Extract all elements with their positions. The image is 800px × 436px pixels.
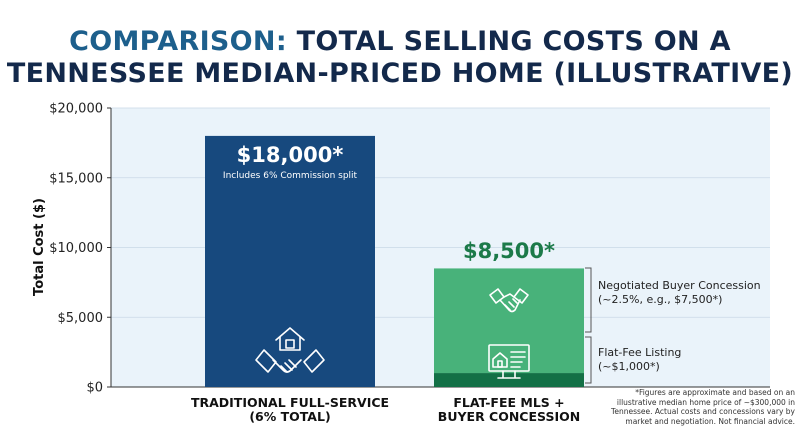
computer-listing-icon bbox=[488, 344, 530, 379]
title-line-2: TENNESSEE MEDIAN-PRICED HOME (ILLUSTRATI… bbox=[6, 58, 794, 89]
bar-traditional bbox=[205, 135, 375, 387]
footnote: *Figures are approximate and based on an… bbox=[590, 388, 795, 426]
y-tick-label: $0 bbox=[86, 381, 103, 396]
flatfee-bracket bbox=[585, 336, 592, 384]
footnote-line: *Figures are approximate and based on an bbox=[635, 388, 795, 397]
traditional-sublabel: Includes 6% Commission split bbox=[223, 171, 358, 181]
bar-flatfee bbox=[434, 373, 584, 387]
chart-title: COMPARISON: TOTAL SELLING COSTS ON A TEN… bbox=[0, 26, 800, 90]
title-accent: COMPARISON: bbox=[69, 26, 287, 57]
title-line-1-rest: TOTAL SELLING COSTS ON A bbox=[296, 26, 731, 57]
flatfee-label-line-1: Flat-Fee Listing bbox=[598, 346, 681, 359]
category-label-traditional-line-1: TRADITIONAL FULL-SERVICE bbox=[191, 395, 389, 410]
footnote-line: market and negotiation. Not financial ad… bbox=[625, 416, 795, 426]
category-label-flatfee-line-1: FLAT-FEE MLS + bbox=[453, 395, 564, 410]
y-tick-label: $15,000 bbox=[49, 171, 103, 186]
y-axis-label: Total Cost ($) bbox=[32, 198, 47, 296]
handshake-icon bbox=[489, 288, 529, 313]
house-handshake-icon bbox=[255, 327, 325, 373]
concession-label-line-1: Negotiated Buyer Concession bbox=[598, 279, 761, 292]
category-label-flatfee-line-2: BUYER CONCESSION bbox=[438, 409, 580, 424]
y-tick-label: $20,000 bbox=[49, 102, 103, 117]
y-tick-label: $5,000 bbox=[58, 311, 104, 326]
y-tick-label: $10,000 bbox=[49, 241, 103, 256]
concession-bracket bbox=[585, 267, 592, 333]
y-axis: $0 $5,000 $10,000 $15,000 $20,000 bbox=[49, 102, 111, 396]
bars bbox=[205, 135, 584, 387]
footnote-line: illustrative median home price of ~$300,… bbox=[616, 397, 795, 407]
category-label-traditional-line-2: (6% TOTAL) bbox=[249, 409, 330, 424]
footnote-line: Tennessee. Actual costs and concessions … bbox=[611, 407, 795, 416]
title-line-1: COMPARISON: TOTAL SELLING COSTS ON A bbox=[0, 26, 800, 58]
flatfee-total-label: $8,500* bbox=[463, 239, 555, 263]
bar-concession bbox=[434, 268, 584, 374]
flatfee-label-line-2: (~$1,000*) bbox=[598, 360, 660, 373]
traditional-total-label: $18,000* bbox=[237, 143, 344, 167]
concession-label-line-2: (~2.5%, e.g., $7,500*) bbox=[598, 293, 722, 306]
